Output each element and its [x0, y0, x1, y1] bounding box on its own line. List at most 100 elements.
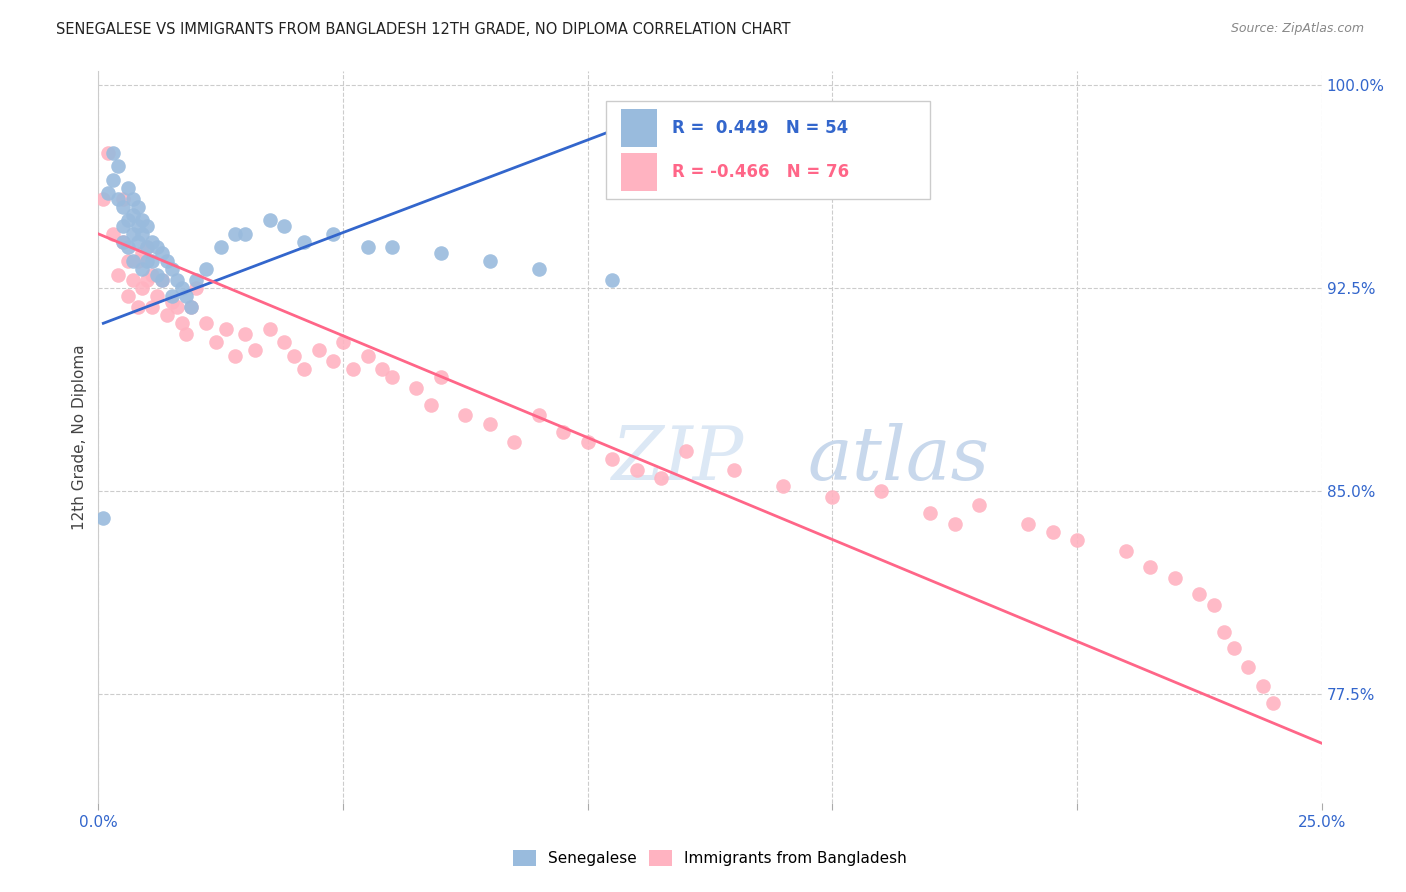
Point — [146, 240, 169, 254]
Point — [166, 273, 188, 287]
Point — [127, 200, 149, 214]
Point — [430, 245, 453, 260]
Point — [626, 462, 648, 476]
Point — [405, 381, 427, 395]
Point — [576, 435, 599, 450]
Point — [180, 300, 202, 314]
Point — [101, 172, 124, 186]
Point — [943, 516, 966, 531]
Point — [136, 219, 159, 233]
Point — [1261, 696, 1284, 710]
Point — [675, 443, 697, 458]
Point — [527, 262, 550, 277]
Point — [141, 268, 163, 282]
Point — [131, 281, 153, 295]
Point — [454, 409, 477, 423]
Point — [160, 294, 183, 309]
Point — [650, 471, 672, 485]
Point — [131, 213, 153, 227]
Text: SENEGALESE VS IMMIGRANTS FROM BANGLADESH 12TH GRADE, NO DIPLOMA CORRELATION CHAR: SENEGALESE VS IMMIGRANTS FROM BANGLADESH… — [56, 22, 790, 37]
Point — [224, 227, 246, 241]
Point — [186, 273, 208, 287]
Point — [131, 227, 153, 241]
Point — [420, 398, 443, 412]
Point — [920, 506, 942, 520]
Point — [101, 227, 124, 241]
Point — [97, 186, 120, 201]
Point — [150, 273, 173, 287]
Point — [283, 349, 305, 363]
Point — [205, 335, 228, 350]
Point — [381, 240, 404, 254]
FancyBboxPatch shape — [620, 153, 658, 191]
Point — [136, 240, 159, 254]
Point — [1115, 544, 1137, 558]
Point — [121, 254, 143, 268]
Point — [600, 273, 623, 287]
Point — [180, 300, 202, 314]
Point — [195, 316, 218, 330]
Point — [111, 192, 134, 206]
Point — [117, 240, 139, 254]
Point — [356, 349, 378, 363]
Point — [1212, 625, 1234, 640]
Point — [553, 425, 575, 439]
Point — [870, 484, 893, 499]
Point — [127, 300, 149, 314]
Point — [1237, 660, 1260, 674]
Point — [233, 227, 256, 241]
Point — [233, 327, 256, 342]
Point — [160, 289, 183, 303]
Text: Source: ZipAtlas.com: Source: ZipAtlas.com — [1230, 22, 1364, 36]
Point — [170, 316, 193, 330]
Point — [141, 254, 163, 268]
Point — [150, 245, 173, 260]
Point — [141, 235, 163, 249]
FancyBboxPatch shape — [620, 109, 658, 147]
Point — [322, 354, 344, 368]
Point — [127, 254, 149, 268]
Point — [214, 322, 236, 336]
Point — [150, 273, 173, 287]
Point — [273, 219, 295, 233]
Point — [1188, 587, 1211, 601]
Point — [166, 300, 188, 314]
Point — [107, 268, 129, 282]
Point — [101, 145, 124, 160]
Point — [371, 362, 394, 376]
Point — [107, 192, 129, 206]
Point — [111, 200, 134, 214]
Point — [136, 273, 159, 287]
Point — [160, 262, 183, 277]
Point — [503, 435, 526, 450]
Point — [170, 281, 193, 295]
Point — [1164, 571, 1187, 585]
Point — [478, 417, 501, 431]
Point — [342, 362, 364, 376]
Point — [117, 289, 139, 303]
Point — [430, 370, 453, 384]
Point — [117, 254, 139, 268]
Point — [308, 343, 330, 358]
Point — [136, 254, 159, 268]
Point — [156, 254, 179, 268]
Point — [356, 240, 378, 254]
Point — [107, 159, 129, 173]
FancyBboxPatch shape — [606, 101, 931, 200]
Point — [121, 192, 143, 206]
Point — [292, 362, 315, 376]
Point — [1017, 516, 1039, 531]
Point — [322, 227, 344, 241]
Text: atlas: atlas — [808, 423, 990, 495]
Point — [381, 370, 404, 384]
Point — [121, 227, 143, 241]
Point — [176, 327, 198, 342]
Point — [156, 308, 179, 322]
Point — [665, 132, 688, 146]
Point — [97, 145, 120, 160]
Point — [292, 235, 315, 249]
Point — [131, 245, 153, 260]
Point — [1042, 524, 1064, 539]
Point — [146, 268, 169, 282]
Point — [111, 219, 134, 233]
